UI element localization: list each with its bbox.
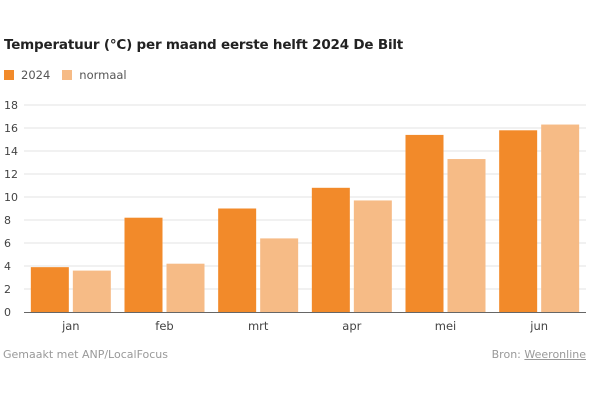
y-tick-label: 10	[4, 191, 18, 204]
bar-2024-mei	[405, 134, 444, 312]
x-tick-label: jan	[61, 319, 80, 333]
y-tick-label: 14	[4, 145, 18, 158]
y-tick-label: 6	[4, 237, 11, 250]
bar-2024-jun	[499, 130, 538, 312]
bar-normaal-mei	[447, 159, 486, 312]
legend-swatch-2024	[4, 70, 14, 80]
x-tick-label: mei	[435, 319, 456, 333]
bar-normaal-mrt	[260, 238, 299, 312]
x-tick-label: jun	[529, 319, 548, 333]
source-link[interactable]: Weeronline	[524, 348, 586, 361]
legend-label-normaal: normaal	[79, 68, 127, 82]
y-tick-label: 16	[4, 122, 18, 135]
legend-label-2024: 2024	[21, 68, 51, 82]
bar-2024-mrt	[218, 208, 257, 312]
y-tick-label: 4	[4, 260, 11, 273]
legend-item-2024: 2024	[4, 68, 50, 82]
y-tick-label: 12	[4, 168, 18, 181]
bar-2024-jan	[30, 267, 69, 312]
source-label: Bron:	[491, 348, 521, 361]
y-tick-label: 0	[4, 306, 11, 319]
footer-credit: Gemaakt met ANP/LocalFocus	[3, 348, 168, 361]
bar-normaal-apr	[353, 200, 392, 312]
bar-2024-feb	[124, 217, 163, 312]
y-tick-label: 8	[4, 214, 11, 227]
bar-normaal-jan	[72, 270, 111, 312]
x-tick-label: apr	[342, 319, 361, 333]
footer-source: Bron: Weeronline	[492, 348, 586, 361]
bar-normaal-jun	[541, 124, 580, 312]
legend-swatch-normaal	[62, 70, 73, 80]
y-tick-label: 18	[4, 99, 18, 112]
legend-item-normaal: normaal	[62, 68, 127, 82]
chart-title: Temperatuur (°C) per maand eerste helft …	[4, 37, 404, 53]
y-tick-label: 2	[4, 283, 11, 296]
x-tick-label: mrt	[248, 319, 269, 333]
bar-2024-apr	[311, 187, 350, 312]
bar-normaal-feb	[166, 263, 205, 312]
legend: 2024 normaal	[4, 68, 139, 82]
x-tick-label: feb	[155, 319, 173, 333]
